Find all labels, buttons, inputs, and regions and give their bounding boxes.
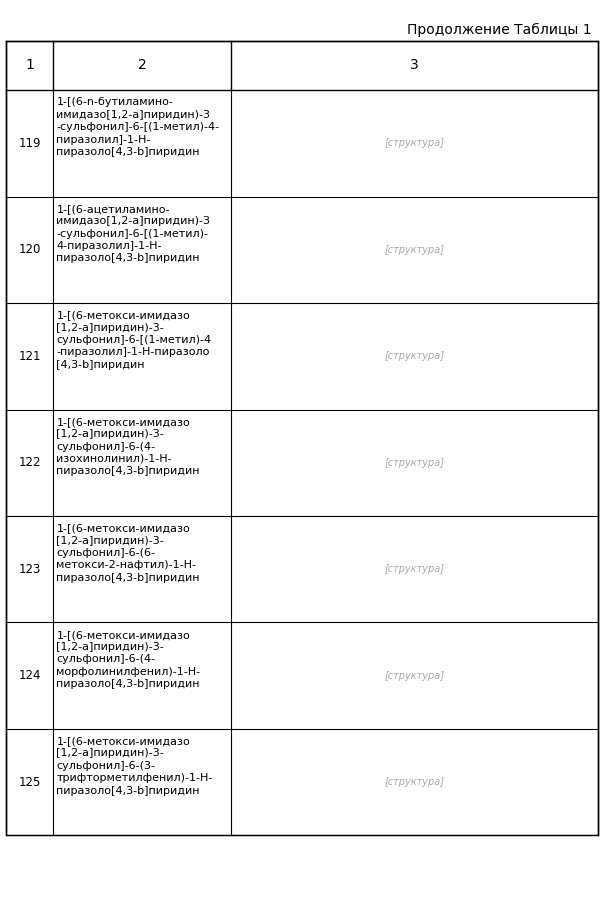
Text: 1-[(6-метокси-имидазо
[1,2-a]пиридин)-3-
сульфонил]-6-(4-
морфолинилфенил)-1-Н-
: 1-[(6-метокси-имидазо [1,2-a]пиридин)-3-… — [56, 630, 201, 689]
Text: Продолжение Таблицы 1: Продолжение Таблицы 1 — [407, 23, 592, 37]
Text: 125: 125 — [19, 776, 41, 788]
Text: [структура]: [структура] — [385, 564, 445, 575]
Text: 119: 119 — [19, 137, 41, 150]
Text: 124: 124 — [19, 669, 41, 682]
Text: 3: 3 — [410, 59, 419, 72]
Text: [структура]: [структура] — [385, 457, 445, 468]
Text: 1-[(6-метокси-имидазо
[1,2-a]пиридин)-3-
сульфонил]-6-(6-
метокси-2-нафтил)-1-Н-: 1-[(6-метокси-имидазо [1,2-a]пиридин)-3-… — [56, 523, 200, 583]
Text: [структура]: [структура] — [385, 777, 445, 787]
Text: 122: 122 — [19, 456, 41, 469]
Text: 1-[(6-метокси-имидазо
[1,2-a]пиридин)-3-
сульфонил]-6-(4-
изохинолинил)-1-Н-
пир: 1-[(6-метокси-имидазо [1,2-a]пиридин)-3-… — [56, 417, 200, 476]
Text: 1-[(6-метокси-имидазо
[1,2-a]пиридин)-3-
сульфонил]-6-(3-
трифторметилфенил)-1-Н: 1-[(6-метокси-имидазо [1,2-a]пиридин)-3-… — [56, 736, 213, 796]
Text: 1-[(6-n-бутиламино-
имидазо[1,2-a]пиридин)-3
-сульфонил]-6-[(1-метил)-4-
пиразол: 1-[(6-n-бутиламино- имидазо[1,2-a]пириди… — [56, 97, 219, 157]
Text: 2: 2 — [138, 59, 147, 72]
Text: 1-[(6-ацетиламино-
имидазо[1,2-a]пиридин)-3
-сульфонил]-6-[(1-метил)-
4-пиразоли: 1-[(6-ацетиламино- имидазо[1,2-a]пиридин… — [56, 204, 210, 263]
Bar — [6, 41, 598, 835]
Text: 123: 123 — [19, 563, 41, 575]
Text: 1-[(6-метокси-имидазо
[1,2-a]пиридин)-3-
сульфонил]-6-[(1-метил)-4
-пиразолил]-1: 1-[(6-метокси-имидазо [1,2-a]пиридин)-3-… — [56, 310, 211, 370]
Text: 120: 120 — [19, 244, 41, 256]
Text: [структура]: [структура] — [385, 138, 445, 149]
Text: 1: 1 — [25, 59, 34, 72]
Text: [структура]: [структура] — [385, 244, 445, 255]
Text: 121: 121 — [19, 350, 41, 363]
Text: [структура]: [структура] — [385, 670, 445, 681]
Text: [структура]: [структура] — [385, 351, 445, 362]
